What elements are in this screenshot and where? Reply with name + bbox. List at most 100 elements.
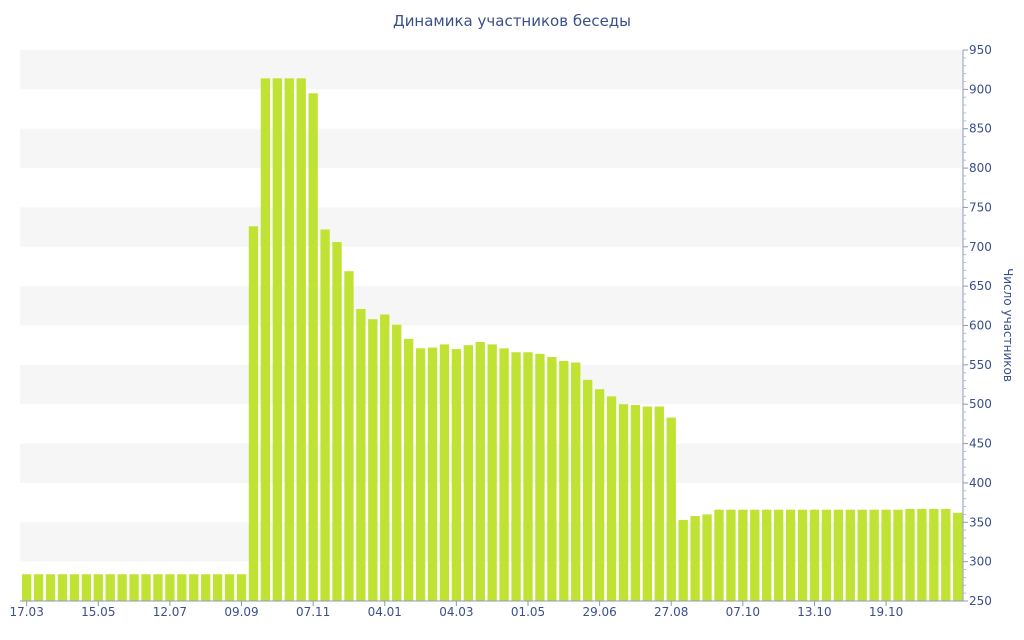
bar — [320, 229, 330, 601]
grid-bands — [20, 50, 963, 562]
grid-band — [20, 286, 963, 326]
y-tick-label: 750 — [969, 200, 992, 214]
grid-band — [20, 207, 963, 247]
bar — [559, 360, 569, 601]
bar — [893, 509, 903, 601]
bar — [833, 509, 844, 601]
x-tick-label: 07.11 — [296, 605, 330, 619]
x-tick-label: 17.03 — [9, 605, 43, 619]
bar — [726, 509, 736, 601]
y-tick-label: 850 — [969, 122, 992, 136]
y-tick-label: 650 — [969, 279, 992, 293]
x-axis: 17.03 15.05 12.07 09.09 07.11 04.01 04.03 01.05… — [9, 600, 963, 619]
y-tick-label: 800 — [969, 161, 992, 175]
bar — [511, 352, 521, 601]
bar — [236, 574, 247, 601]
bar — [642, 406, 653, 601]
bar — [487, 344, 497, 601]
bar — [738, 509, 748, 601]
bar — [177, 574, 187, 601]
bar — [785, 509, 796, 601]
bar — [57, 574, 68, 601]
y-axis-title: Число участников — [1001, 268, 1015, 382]
bar — [356, 308, 366, 601]
y-tick-label: 400 — [969, 476, 992, 490]
bar — [606, 396, 617, 601]
y-tick-label: 500 — [969, 397, 992, 411]
bar — [547, 356, 557, 601]
bar — [284, 78, 294, 602]
bar — [869, 509, 879, 601]
x-tick-label: 04.03 — [439, 605, 473, 619]
bar — [571, 362, 581, 601]
bar — [22, 574, 32, 601]
bar — [881, 509, 891, 601]
bar — [821, 509, 832, 601]
y-tick-label: 600 — [969, 319, 992, 333]
bar — [296, 78, 306, 602]
y-tick-label: 900 — [969, 82, 992, 96]
bar — [618, 404, 629, 601]
chart-title: Динамика участников беседы — [392, 12, 632, 30]
bar — [905, 508, 915, 601]
bar — [809, 509, 820, 601]
x-tick-label: 01.05 — [511, 605, 545, 619]
y-tick-label: 250 — [969, 594, 992, 608]
bar — [45, 574, 56, 601]
bar — [714, 509, 724, 601]
bar — [201, 574, 211, 601]
bar — [117, 574, 127, 601]
grid-band — [20, 128, 963, 169]
bar — [774, 509, 784, 601]
grid-band — [20, 50, 963, 90]
x-tick-label: 15.05 — [81, 605, 115, 619]
bar — [165, 574, 175, 601]
bar — [845, 509, 855, 601]
bar — [105, 574, 115, 601]
bar — [666, 417, 676, 601]
x-tick-label: 29.06 — [582, 605, 616, 619]
x-tick-label: 04.01 — [368, 605, 402, 619]
x-tick-label: 09.09 — [224, 605, 258, 619]
y-tick-label: 450 — [969, 437, 992, 451]
x-tick-label: 07.10 — [726, 605, 760, 619]
bar — [332, 242, 342, 601]
bar — [248, 226, 259, 601]
bar — [392, 324, 402, 601]
bar — [857, 509, 867, 601]
bar — [463, 345, 473, 601]
bar — [212, 574, 223, 601]
bar — [33, 574, 44, 601]
x-tick-label: 19.10 — [869, 605, 903, 619]
bar — [953, 512, 963, 601]
bar — [690, 515, 700, 601]
bars — [22, 78, 963, 602]
bar — [917, 508, 927, 601]
bar — [797, 509, 808, 601]
bar — [451, 349, 462, 601]
y-tick-label: 350 — [969, 515, 992, 529]
bar — [403, 338, 414, 601]
bar — [594, 389, 605, 601]
bar — [535, 353, 545, 601]
bar — [81, 574, 91, 601]
bar — [762, 509, 772, 601]
bar — [129, 574, 139, 601]
bar — [499, 348, 509, 601]
x-tick-label: 12.07 — [153, 605, 187, 619]
bar — [941, 508, 951, 601]
bar — [141, 574, 151, 601]
bar — [523, 352, 533, 601]
y-axis: 250 300 350 400 450 500 550 600 650 700 750 800 850 9… — [962, 43, 992, 608]
bar — [272, 78, 282, 602]
bar — [929, 508, 939, 601]
bar — [93, 574, 103, 601]
bar — [308, 93, 318, 601]
bar — [427, 347, 438, 601]
bar — [224, 574, 235, 601]
y-tick-label: 300 — [969, 555, 992, 569]
bar — [260, 78, 271, 602]
bar — [678, 519, 688, 601]
bar — [475, 342, 485, 601]
